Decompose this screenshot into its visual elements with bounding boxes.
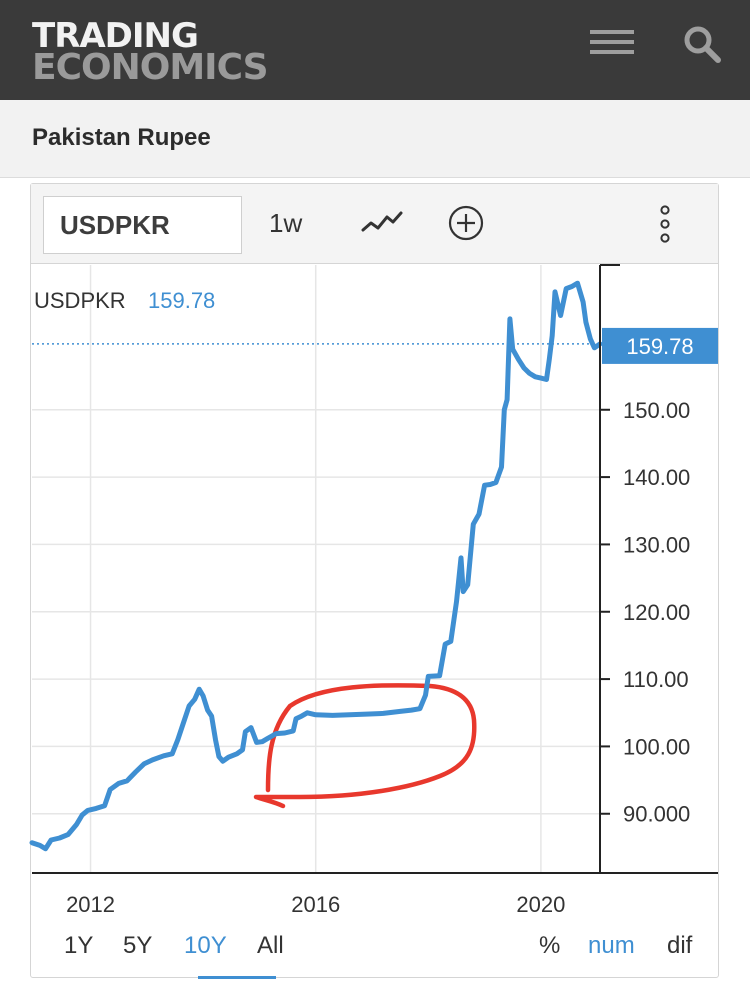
site-logo[interactable]: TRADING ECONOMICS — [32, 16, 269, 88]
range-tab-all[interactable]: All — [257, 932, 284, 959]
last-value-badge-bg — [602, 327, 718, 364]
x-tick-label: 2020 — [516, 892, 565, 917]
vertical-dots-icon[interactable] — [657, 204, 673, 244]
hamburger-icon[interactable] — [590, 30, 634, 54]
last-value-badge-label: 159.78 — [626, 334, 693, 359]
line-chart-icon[interactable] — [361, 208, 405, 238]
y-tick-label: 100.00 — [623, 734, 690, 759]
page-title: Pakistan Rupee — [32, 124, 211, 151]
bottom-controls: 1Y 5Y 10Y All % num dif — [30, 928, 720, 979]
mode-tab-percent[interactable]: % — [539, 932, 561, 959]
top-navigation-bar: TRADING ECONOMICS — [0, 0, 750, 100]
chart-toolbar: 1w — [31, 184, 718, 264]
range-tab-10y[interactable]: 10Y — [184, 932, 227, 959]
page-header: Pakistan Rupee — [0, 100, 750, 178]
legend-value: 159.78 — [148, 288, 215, 313]
y-tick-label: 120.00 — [623, 600, 690, 625]
y-tick-label: 110.00 — [623, 667, 689, 692]
red-annotation-circle — [253, 683, 477, 809]
y-tick-label: 140.00 — [623, 465, 690, 490]
interval-selector[interactable]: 1w — [269, 208, 303, 238]
x-tick-label: 2012 — [66, 892, 115, 917]
mode-tab-dif[interactable]: dif — [667, 932, 693, 959]
y-tick-label: 90.000 — [623, 802, 690, 827]
symbol-input[interactable] — [43, 196, 242, 254]
x-tick-label: 2016 — [291, 892, 340, 917]
last-value-badge: 159.78 — [602, 327, 718, 364]
chart-axes: 90.000 100.00 110.00 120.00 130.00 140.00 150.… — [32, 264, 718, 917]
y-tick-label: 130.00 — [623, 532, 690, 557]
active-tab-underline — [198, 976, 276, 979]
plus-circle-icon[interactable] — [447, 204, 485, 242]
logo-line-2: ECONOMICS — [32, 47, 269, 88]
range-tab-5y[interactable]: 5Y — [123, 932, 153, 959]
legend-symbol: USDPKR — [34, 288, 126, 313]
y-tick-label: 150.00 — [623, 398, 690, 423]
range-tab-1y[interactable]: 1Y — [64, 932, 94, 959]
chart-grid — [32, 265, 600, 873]
usdpkr-series-line — [29, 280, 603, 852]
chart-series — [29, 280, 603, 852]
mode-tab-num[interactable]: num — [588, 932, 635, 959]
chart-panel: 1w — [30, 183, 719, 978]
search-icon[interactable] — [682, 24, 722, 64]
logo-line-1: TRADING — [32, 16, 199, 56]
